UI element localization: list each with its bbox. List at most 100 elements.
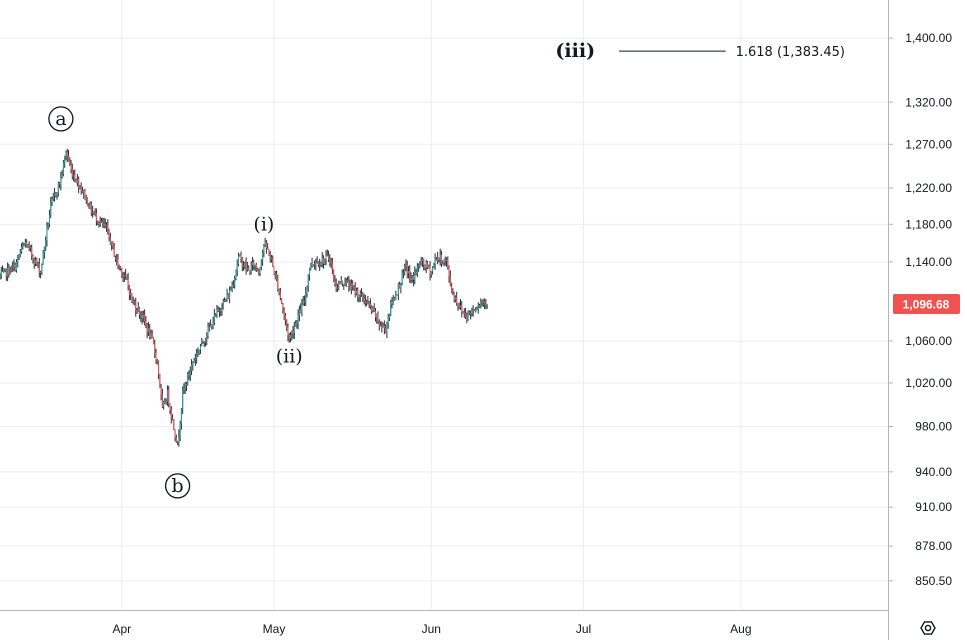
candle-body [253, 261, 255, 266]
wave-label-b: b [172, 475, 184, 497]
candle-body [224, 300, 226, 302]
candle-body [255, 264, 257, 269]
candle-body [387, 317, 389, 324]
candle-body [40, 271, 42, 273]
candle-body [27, 245, 29, 248]
candle-body [121, 268, 123, 276]
candle-body [18, 255, 20, 257]
price-tick-label: 1,220.00 [905, 181, 952, 195]
time-axis[interactable]: Apr May Jun Jul Aug [112, 622, 751, 636]
candle-body [430, 271, 432, 275]
wave-label-a: a [55, 108, 66, 130]
candle-body [38, 263, 40, 273]
price-axis[interactable]: 1,400.00 1,320.00 1,270.00 1,220.00 1,180.00… [888, 31, 952, 588]
candle-body [321, 257, 323, 264]
candle-body [437, 257, 439, 261]
candle-body [151, 333, 153, 338]
candle-body [344, 283, 346, 285]
candle-body [262, 252, 264, 262]
candle-body [145, 321, 147, 325]
candle-body [89, 203, 91, 209]
candle-body [113, 246, 115, 257]
candle-body [376, 313, 378, 318]
candle-body [8, 267, 10, 275]
candle-body [449, 276, 451, 286]
candle-body [0, 275, 1, 277]
fib-level: (iii) 1.618 (1,383.45) [555, 40, 845, 62]
candle-body [447, 259, 449, 267]
candle-body [142, 314, 144, 318]
candle-body [428, 265, 430, 268]
candle-body [182, 389, 184, 410]
candle-body [312, 264, 314, 266]
candle-body [439, 254, 441, 260]
candle-body [282, 304, 284, 310]
candle-body [32, 255, 34, 260]
candle-body [461, 305, 463, 313]
candle-body [179, 423, 181, 436]
candle-body [366, 302, 368, 304]
candle-body [419, 265, 421, 267]
candle-body [177, 442, 179, 444]
candle-body [207, 327, 209, 337]
candle-body [164, 401, 166, 404]
candle-body [397, 283, 399, 295]
price-tick-label: 980.00 [915, 420, 952, 434]
price-tick-label: 1,060.00 [905, 334, 952, 348]
candle-body [433, 263, 435, 268]
candle-body [444, 259, 446, 261]
candle-body [65, 152, 67, 157]
candle-body [446, 259, 448, 261]
candle-body [301, 304, 303, 313]
candle-body [279, 292, 281, 299]
candle-body [480, 301, 482, 306]
candle-body [358, 295, 360, 298]
candle-body [237, 255, 239, 265]
price-tick-label: 910.00 [915, 500, 952, 514]
candle-body [87, 197, 89, 207]
price-tick-label: 940.00 [915, 465, 952, 479]
candle-body [66, 152, 68, 157]
candle-body [3, 269, 5, 272]
candle-body [409, 271, 411, 279]
candle-body [334, 280, 336, 285]
candle-body [390, 301, 392, 315]
settings-gear-icon[interactable] [920, 621, 936, 635]
candle-body [477, 307, 479, 309]
candle-body [270, 257, 272, 260]
last-price-tag [893, 294, 960, 315]
candle-body [260, 261, 262, 268]
candle-body [74, 175, 76, 180]
candle-body [459, 305, 461, 308]
candle-body [293, 326, 295, 334]
candle-body [231, 284, 233, 290]
candle-body [243, 265, 245, 267]
candle-body [317, 261, 319, 266]
candle-body [442, 262, 444, 264]
candle-body [382, 325, 384, 327]
candle-body [394, 297, 396, 300]
candle-body [386, 323, 388, 333]
candle-body [199, 346, 201, 350]
candle-body [296, 322, 298, 324]
price-tick-label: 850.50 [915, 574, 952, 588]
candle-body [310, 263, 312, 269]
candle-body [211, 324, 213, 328]
candle-body [111, 241, 113, 245]
candle-body [152, 337, 154, 345]
candle-body [338, 282, 340, 288]
candle-body [315, 262, 317, 265]
candle-body [385, 328, 387, 333]
candle-body [54, 193, 56, 196]
candle-body [161, 394, 163, 407]
candle-body [286, 320, 288, 328]
candle-body [68, 156, 70, 162]
candle-body [163, 401, 165, 407]
candle-body [324, 259, 326, 264]
wave-label-iii: (iii) [555, 40, 595, 62]
candle-body [226, 294, 228, 300]
time-tick-label: Aug [730, 622, 751, 636]
candle-body [373, 307, 375, 311]
candle-body [353, 286, 355, 288]
candle-body [281, 298, 283, 305]
